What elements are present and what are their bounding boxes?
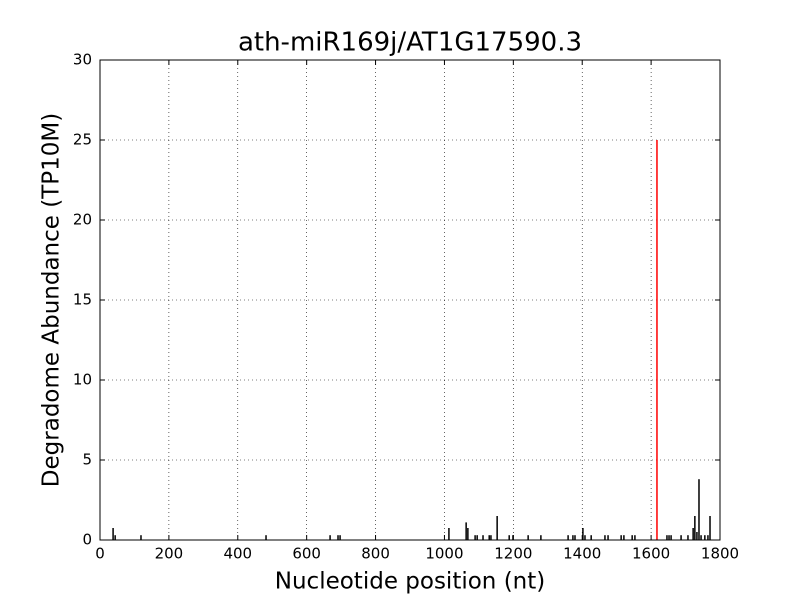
- x-tick-label: 1000: [425, 545, 463, 563]
- y-tick-label: 30: [73, 51, 92, 69]
- x-tick-label: 200: [155, 545, 184, 563]
- x-tick-label: 1400: [563, 545, 601, 563]
- y-tick-label: 0: [82, 531, 92, 549]
- x-tick-label: 800: [361, 545, 390, 563]
- x-tick-label: 1200: [494, 545, 532, 563]
- y-tick-label: 20: [73, 211, 92, 229]
- x-tick-label: 1600: [632, 545, 670, 563]
- x-axis-label: Nucleotide position (nt): [275, 569, 545, 595]
- x-tick-label: 600: [292, 545, 321, 563]
- x-tick-label: 400: [223, 545, 252, 563]
- x-tick-label: 1800: [701, 545, 739, 563]
- y-tick-label: 25: [73, 131, 92, 149]
- chart-title: ath-miR169j/AT1G17590.3: [238, 28, 582, 58]
- x-tick-label: 0: [95, 545, 105, 563]
- plot-frame: [99, 59, 721, 541]
- y-tick-label: 5: [82, 451, 92, 469]
- y-tick-label: 10: [73, 371, 92, 389]
- y-tick-label: 15: [73, 291, 92, 309]
- y-axis-label: Degradome Abundance (TP10M): [39, 113, 65, 487]
